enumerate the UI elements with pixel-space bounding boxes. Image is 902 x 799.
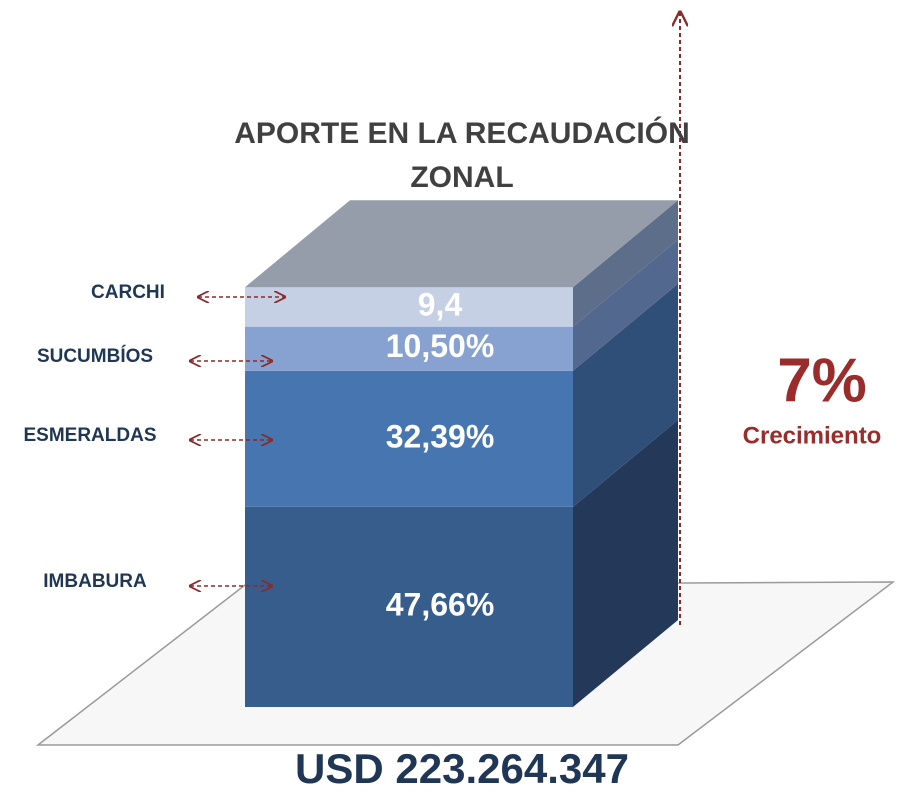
bar-segment: [245, 506, 573, 707]
bar-side: [573, 200, 678, 327]
value-label: 9,4: [418, 286, 463, 322]
category-label: CARCHI: [91, 282, 165, 303]
category-label: IMBABURA: [43, 571, 147, 592]
bar-side: [573, 283, 678, 507]
category-label: SUCUMBÍOS: [37, 345, 153, 367]
bar-segment: [245, 370, 573, 507]
value-label: 10,50%: [386, 328, 495, 364]
bar-side: [573, 239, 678, 371]
growth-label: Crecimiento: [743, 422, 882, 449]
category-label: ESMERALDAS: [23, 425, 156, 446]
chart-title: APORTE EN LA RECAUDACIÓN ZONAL: [234, 117, 690, 194]
bar-top: [245, 200, 678, 288]
bar-segment: [245, 326, 573, 371]
value-label: 32,39%: [386, 418, 495, 454]
value-label: 47,66%: [386, 586, 495, 622]
bar-segment: [245, 287, 573, 327]
total-label: USD 223.264.347: [295, 745, 629, 792]
growth-value: 7%: [777, 346, 867, 415]
bar-side: [573, 419, 678, 707]
